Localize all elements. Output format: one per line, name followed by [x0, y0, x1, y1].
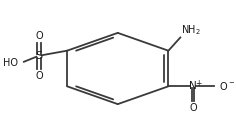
- Text: S: S: [35, 51, 43, 61]
- Text: O: O: [35, 71, 43, 81]
- Text: N: N: [189, 81, 197, 91]
- Text: O$^-$: O$^-$: [219, 80, 235, 92]
- Text: O: O: [189, 103, 197, 113]
- Text: NH$_2$: NH$_2$: [181, 23, 201, 37]
- Text: O: O: [35, 31, 43, 41]
- Text: HO: HO: [3, 58, 18, 68]
- Text: +: +: [195, 79, 201, 88]
